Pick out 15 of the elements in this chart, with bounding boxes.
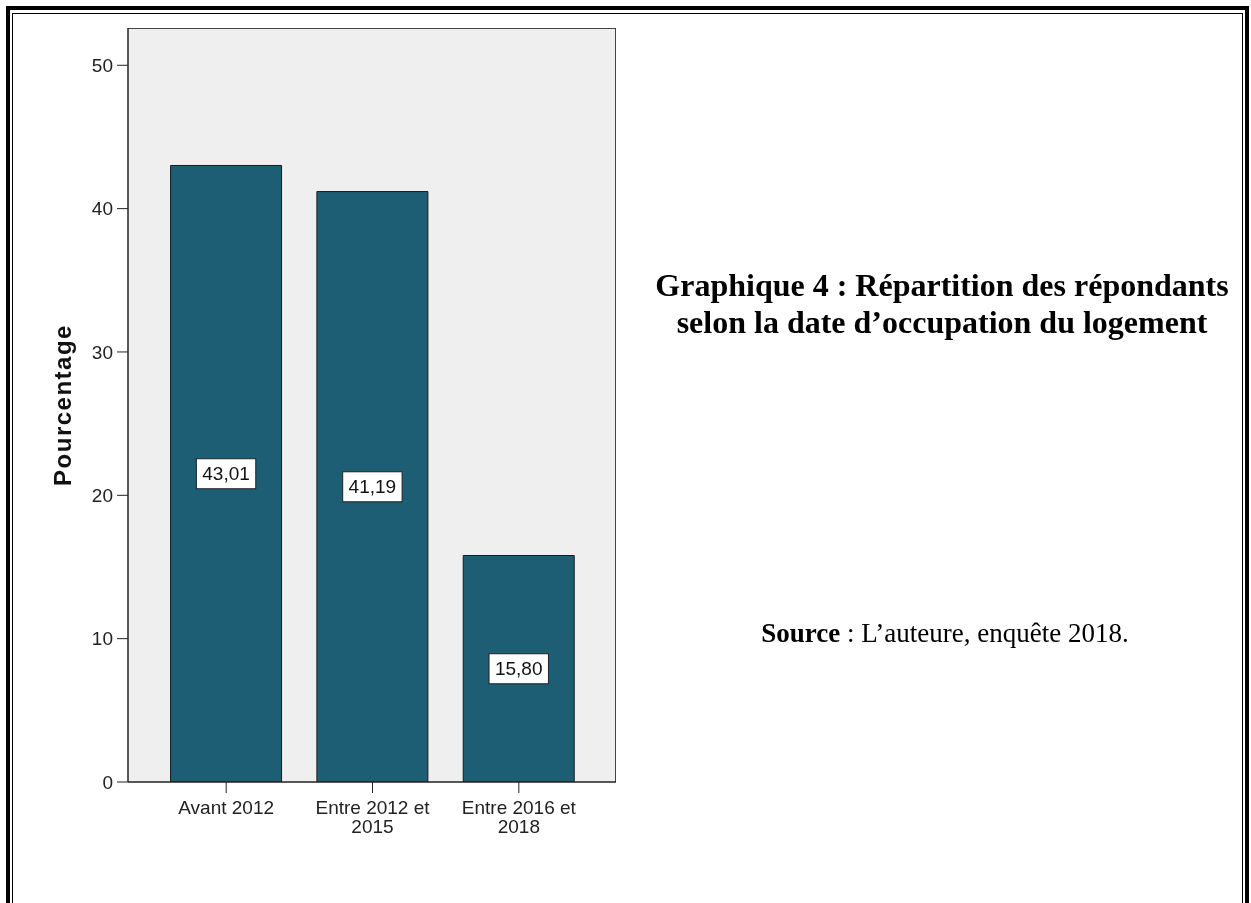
source-note: Source : L’auteure, enquête 2018.	[760, 618, 1130, 649]
text: Graphique 4 : Répartition des répondants selon la date d’occupation du logement	[654, 267, 1230, 340]
y-tick-label: 0	[102, 771, 113, 793]
data-label: 43,01	[202, 463, 250, 485]
y-tick-label: 10	[91, 628, 113, 650]
x-tick-label: Entre 2016 et 2018	[461, 797, 577, 837]
y-tick-label: 20	[91, 485, 113, 507]
y-tick-label: 50	[91, 55, 113, 77]
data-label: 15,80	[494, 658, 543, 680]
x-tick-label: Entre 2012 et 2015	[315, 797, 431, 837]
y-tick-label: 30	[91, 341, 113, 363]
data-label: 41,19	[348, 476, 397, 498]
x-tick-label: Avant 2012	[178, 797, 275, 819]
y-axis-title: Pourcentage	[48, 324, 76, 486]
y-tick-label: 40	[91, 198, 113, 220]
